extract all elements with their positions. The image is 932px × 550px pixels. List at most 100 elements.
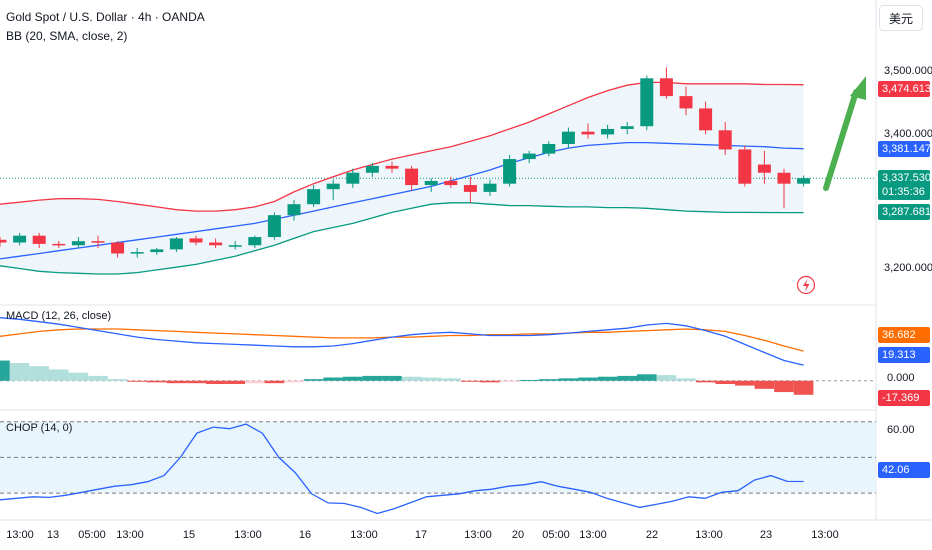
histogram-bar <box>656 375 677 381</box>
time-tick: 13:00 <box>116 529 144 541</box>
histogram-bar <box>793 380 814 395</box>
time-tick: 22 <box>645 529 659 541</box>
lightning-icon[interactable] <box>796 275 816 295</box>
candle-body <box>326 183 340 190</box>
indicator-label: BB (20, SMA, close, 2) <box>6 29 128 43</box>
time-tick: 16 <box>298 529 312 541</box>
candle-body <box>267 215 281 238</box>
chop-line <box>0 423 804 515</box>
countdown-timer: 01:35:36 <box>882 186 925 198</box>
price-pane[interactable] <box>0 67 876 275</box>
histogram-bar <box>127 380 147 382</box>
last-price-tag: 3,337.530 01:35:36 <box>878 170 931 200</box>
histogram-bar <box>68 372 89 381</box>
histogram-bar <box>147 380 167 383</box>
candle-body <box>542 144 556 154</box>
candle-body <box>444 180 458 186</box>
histogram-bar <box>284 380 304 383</box>
candle-body <box>424 180 438 186</box>
candle-body <box>522 153 536 160</box>
histogram-bar <box>225 380 245 384</box>
time-tick: 13:00 <box>350 529 378 541</box>
signal-line <box>0 328 804 352</box>
macd-line <box>0 317 804 366</box>
histogram-bar <box>519 379 539 381</box>
candle-body <box>385 165 399 169</box>
time-tick: 15 <box>182 529 196 541</box>
histogram-bar <box>774 380 794 393</box>
candle-body <box>32 235 46 244</box>
price-tick: 3,500.000 <box>884 65 932 77</box>
time-tick: 05:00 <box>542 529 570 541</box>
candle-body <box>248 237 262 246</box>
histogram-bar <box>362 375 383 381</box>
time-tick: 17 <box>414 529 428 541</box>
time-tick: 13:00 <box>6 529 34 541</box>
trend-arrow-icon <box>823 76 866 191</box>
candle-body <box>150 249 164 253</box>
chart-title: Gold Spot / U.S. Dollar · 4h · OANDA <box>6 10 205 24</box>
chop-top-label: 60.00 <box>887 424 915 436</box>
macd-pane[interactable] <box>0 317 876 395</box>
candle-body <box>463 185 477 192</box>
candle-body <box>503 159 517 184</box>
histogram-bar <box>186 380 206 384</box>
macd-label: MACD (12, 26, close) <box>6 310 112 322</box>
histogram-bar <box>0 360 10 381</box>
time-tick: 13 <box>46 529 60 541</box>
histogram-bar <box>578 377 598 381</box>
candle-body <box>307 189 321 205</box>
candle-body <box>130 252 144 254</box>
histogram-tag: -17.369 <box>878 390 930 406</box>
time-tick: 13:00 <box>695 529 723 541</box>
candle-body <box>659 78 673 97</box>
chop-pane[interactable] <box>0 421 876 515</box>
histogram-bar <box>49 369 69 381</box>
candle-body <box>483 183 497 192</box>
candle-body <box>0 239 7 243</box>
time-tick: 13:00 <box>464 529 492 541</box>
histogram-bar <box>735 380 755 386</box>
histogram-bar <box>499 380 520 382</box>
histogram-bar <box>480 380 500 383</box>
histogram-bar <box>107 379 128 381</box>
candle-body <box>169 238 183 250</box>
candle-body <box>13 235 27 243</box>
histogram-bar <box>401 376 422 381</box>
signal-tag: 36.682 <box>878 327 930 343</box>
candle-body <box>71 241 85 246</box>
candle-body <box>189 238 203 243</box>
macd-tag: 19.313 <box>878 347 930 363</box>
histogram-bar <box>205 380 226 384</box>
histogram-bar <box>558 378 579 381</box>
histogram-bar <box>754 380 775 389</box>
candle-body <box>346 172 360 184</box>
histogram-bar <box>9 362 30 381</box>
histogram-bar <box>343 376 363 381</box>
candle-body <box>209 242 223 246</box>
time-tick: 20 <box>511 529 525 541</box>
candle-body <box>91 241 105 243</box>
candle-body <box>287 204 301 216</box>
last-price-value: 3,337.530 <box>882 172 931 184</box>
histogram-bar <box>441 378 461 381</box>
candle-body <box>228 245 242 247</box>
histogram-bar <box>303 379 324 381</box>
histogram-bar <box>715 380 735 384</box>
currency-button[interactable]: 美元 <box>879 5 923 31</box>
time-tick: 13:00 <box>579 529 607 541</box>
time-tick: 13:00 <box>234 529 262 541</box>
chop-label: CHOP (14, 0) <box>6 422 73 434</box>
candle-body <box>561 131 575 144</box>
histogram-bar <box>460 380 481 382</box>
histogram-bar <box>323 377 343 381</box>
candle-body <box>757 164 771 173</box>
histogram-bar <box>421 377 441 381</box>
bb-lower-line <box>0 202 804 275</box>
candle-body <box>640 78 654 127</box>
candle-body <box>738 149 752 184</box>
candle-body <box>620 126 634 129</box>
candle-body <box>111 242 125 254</box>
candle-body <box>718 130 732 150</box>
